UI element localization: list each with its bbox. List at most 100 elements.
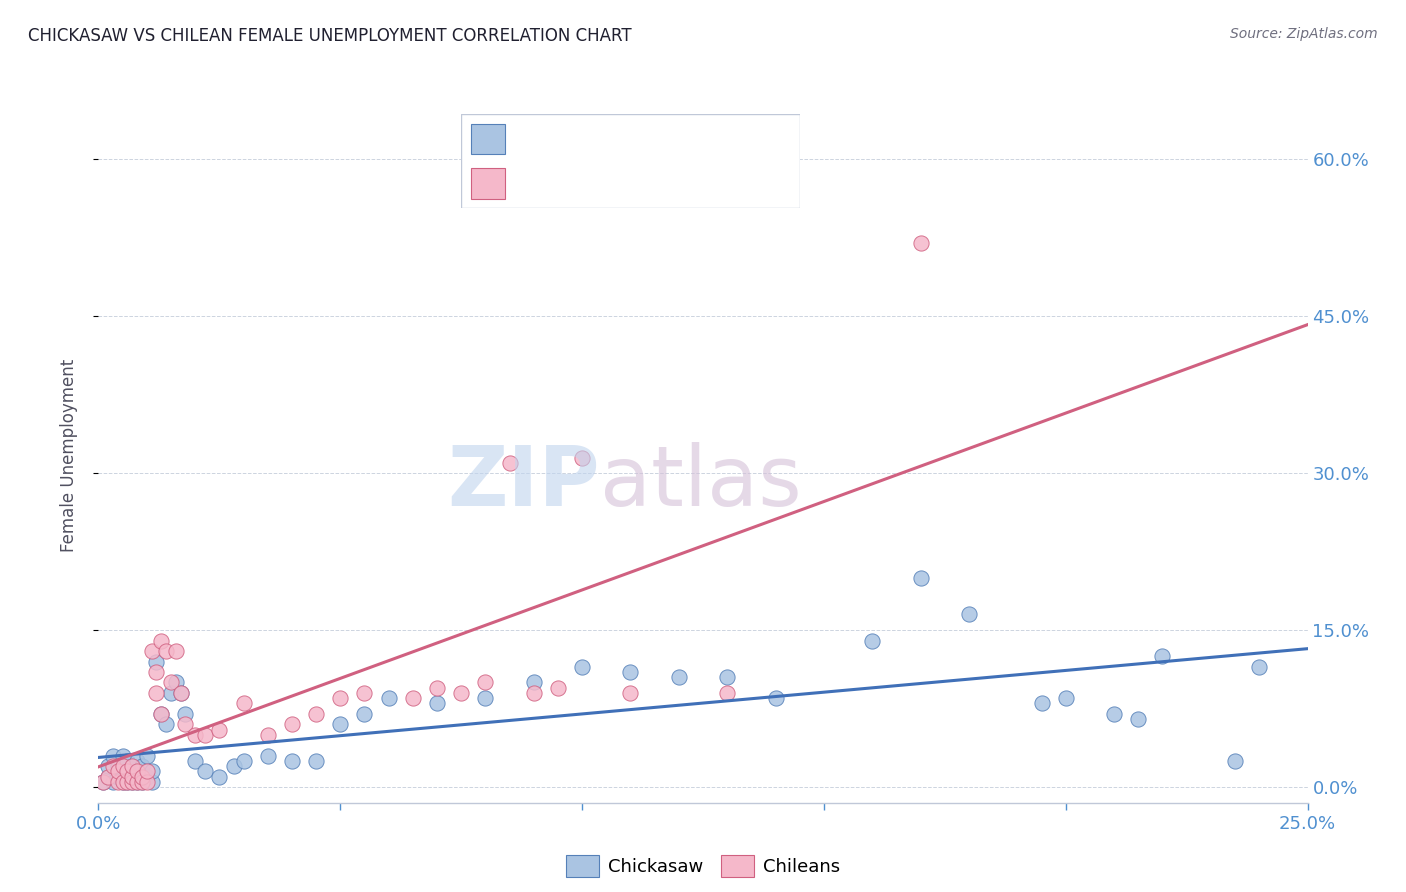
Point — [135, 764, 157, 779]
Point — [232, 697, 254, 711]
Point — [165, 644, 187, 658]
Point — [107, 775, 129, 789]
Point — [169, 686, 191, 700]
Point — [1152, 649, 1174, 664]
Point — [121, 770, 143, 784]
Point — [619, 686, 641, 700]
Point — [135, 770, 157, 784]
Point — [860, 633, 883, 648]
Point — [1102, 706, 1125, 721]
Point — [117, 775, 139, 789]
Point — [184, 754, 207, 768]
Point — [145, 686, 167, 700]
Point — [547, 681, 569, 695]
Point — [107, 764, 129, 779]
Text: CHICKASAW VS CHILEAN FEMALE UNEMPLOYMENT CORRELATION CHART: CHICKASAW VS CHILEAN FEMALE UNEMPLOYMENT… — [28, 27, 631, 45]
Point — [111, 770, 134, 784]
Point — [155, 717, 177, 731]
Point — [101, 759, 124, 773]
Point — [91, 775, 114, 789]
Point — [571, 660, 593, 674]
Point — [165, 675, 187, 690]
Point — [131, 775, 153, 789]
Point — [208, 723, 231, 737]
Point — [208, 770, 231, 784]
Point — [194, 728, 217, 742]
Point — [426, 681, 449, 695]
Point — [141, 775, 163, 789]
Point — [353, 686, 375, 700]
Point — [957, 607, 980, 622]
Point — [571, 450, 593, 465]
Point — [121, 759, 143, 773]
Point — [174, 706, 197, 721]
Point — [281, 754, 304, 768]
Point — [256, 728, 278, 742]
Point — [910, 571, 932, 585]
Text: atlas: atlas — [600, 442, 801, 524]
Point — [107, 770, 129, 784]
Point — [135, 775, 157, 789]
Point — [377, 691, 399, 706]
Point — [256, 748, 278, 763]
Point — [160, 675, 183, 690]
Point — [222, 759, 245, 773]
Point — [111, 775, 134, 789]
Point — [141, 644, 163, 658]
Point — [450, 686, 472, 700]
Point — [127, 775, 149, 789]
Point — [131, 759, 153, 773]
Point — [353, 706, 375, 721]
Point — [1054, 691, 1077, 706]
Point — [141, 764, 163, 779]
Point — [174, 717, 197, 731]
Point — [194, 764, 217, 779]
Point — [117, 775, 139, 789]
Point — [127, 754, 149, 768]
Point — [523, 675, 546, 690]
Point — [474, 691, 496, 706]
Point — [131, 770, 153, 784]
Legend: Chickasaw, Chileans: Chickasaw, Chileans — [560, 847, 846, 884]
Point — [910, 235, 932, 250]
Point — [716, 686, 738, 700]
Point — [150, 706, 173, 721]
Point — [305, 706, 328, 721]
Point — [127, 775, 149, 789]
Point — [765, 691, 787, 706]
Point — [111, 759, 134, 773]
Point — [117, 764, 139, 779]
Point — [117, 764, 139, 779]
Point — [111, 748, 134, 763]
Point — [498, 456, 520, 470]
Point — [121, 770, 143, 784]
Point — [1031, 697, 1053, 711]
Point — [160, 686, 183, 700]
Point — [329, 717, 352, 731]
Point — [426, 697, 449, 711]
Point — [107, 759, 129, 773]
Point — [97, 770, 120, 784]
Point — [101, 748, 124, 763]
Point — [135, 748, 157, 763]
Point — [101, 775, 124, 789]
Point — [716, 670, 738, 684]
Point — [668, 670, 690, 684]
Point — [111, 775, 134, 789]
Point — [523, 686, 546, 700]
Point — [329, 691, 352, 706]
Point — [150, 633, 173, 648]
Point — [1128, 712, 1150, 726]
Point — [474, 675, 496, 690]
Text: ZIP: ZIP — [447, 442, 600, 524]
Point — [1249, 660, 1271, 674]
Point — [121, 775, 143, 789]
Point — [169, 686, 191, 700]
Point — [121, 775, 143, 789]
Point — [150, 706, 173, 721]
Point — [145, 655, 167, 669]
Point — [619, 665, 641, 679]
Point — [1223, 754, 1246, 768]
Point — [127, 764, 149, 779]
Point — [127, 764, 149, 779]
